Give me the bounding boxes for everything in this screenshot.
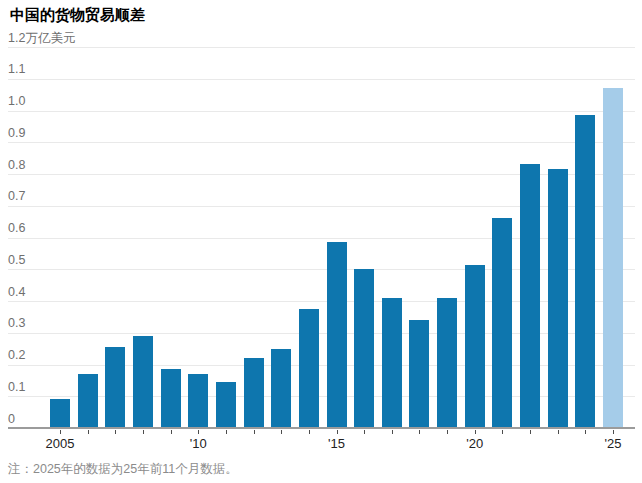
bar-2022 [520,164,540,428]
y-axis-label-0.7: 0.7 [8,190,25,203]
bar-2012 [244,358,264,428]
x-axis-tick-2022 [530,430,531,434]
x-axis-label-2015: '15 [302,436,372,452]
x-axis-tick-2020 [475,430,476,434]
gridline-0.5 [8,269,635,270]
y-axis-label-0.9: 0.9 [8,127,25,140]
y-axis-label-0.6: 0.6 [8,222,25,235]
bar-2015 [327,242,347,428]
x-axis-tick-2021 [502,430,503,434]
bar-2014 [299,309,319,428]
x-axis-tick-2019 [447,430,448,434]
bar-2017 [382,298,402,428]
bar-2007 [105,347,125,428]
gridline-1.2 [8,47,635,48]
x-axis-tick-2009 [171,430,172,434]
x-axis-tick-2018 [419,430,420,434]
y-axis-label-0.5: 0.5 [8,254,25,267]
bar-2006 [78,374,98,428]
gridline-0.9 [8,142,635,143]
bar-2025 [603,88,623,428]
x-axis-tick-2005 [60,430,61,434]
x-axis-label-2010: '10 [163,436,233,452]
bar-2023 [548,169,568,428]
x-axis-tick-2013 [281,430,282,434]
x-axis-tick-2017 [392,430,393,434]
footnote: 注：2025年的数据为25年前11个月数据。 [8,461,238,478]
gridline-0.4 [8,301,635,302]
bar-2016 [354,269,374,428]
plot-area: 00.10.20.30.40.50.60.70.80.91.01.11.2万亿美… [8,47,635,428]
x-axis-tick-2010 [198,430,199,434]
x-axis-tick-2006 [88,430,89,434]
bar-2019 [437,298,457,428]
bar-2013 [271,349,291,428]
gridline-1.0 [8,111,635,112]
y-axis-label-0.2: 0.2 [8,349,25,362]
gridline-0.1 [8,396,635,397]
x-axis-tick-2008 [143,430,144,434]
trade-surplus-chart: 中国的货物贸易顺差 0 0.1 0.2 0.3 0.4 0.5 0.6 0.7 0.8 0.9 1.… [0,0,642,483]
x-axis-tick-2015 [337,430,338,434]
x-axis-label-2005: 2005 [25,436,95,452]
y-axis-label-0.3: 0.3 [8,317,25,330]
chart-title: 中国的货物贸易顺差 [10,6,145,25]
x-axis-tick-2024 [585,430,586,434]
gridline-0.7 [8,206,635,207]
gridline-0.3 [8,333,635,334]
gridline-0.8 [8,174,635,175]
x-axis-label-2025: '25 [578,436,642,452]
bar-2005 [50,399,70,428]
x-axis-tick-2011 [226,430,227,434]
bar-2020 [465,265,485,429]
y-axis-label-1: 1.0 [8,95,25,108]
x-axis-line [8,427,635,429]
bar-2011 [216,382,236,428]
x-axis-tick-2007 [115,430,116,434]
x-axis-tick-2012 [254,430,255,434]
y-axis-label-0.1: 0.1 [8,381,25,394]
gridline-0.6 [8,238,635,239]
bar-2024 [575,115,595,428]
gridline-1.1 [8,79,635,80]
y-axis-label-1.1: 1.1 [8,63,25,76]
x-axis-tick-2014 [309,430,310,434]
x-axis-tick-2016 [364,430,365,434]
y-axis-label-0: 0 [8,413,15,426]
x-axis-tick-2023 [558,430,559,434]
gridline-0.2 [8,365,635,366]
x-axis-label-2020: '20 [440,436,510,452]
x-axis-tick-2025 [613,430,614,434]
bar-2009 [161,369,181,428]
bar-2008 [133,336,153,428]
bar-2018 [409,320,429,428]
y-axis-label-0.4: 0.4 [8,286,25,299]
y-axis-label-0.8: 0.8 [8,159,25,172]
bar-2010 [188,374,208,428]
y-axis-label-1.2: 1.2万亿美元 [8,32,75,45]
bar-2021 [492,218,512,428]
